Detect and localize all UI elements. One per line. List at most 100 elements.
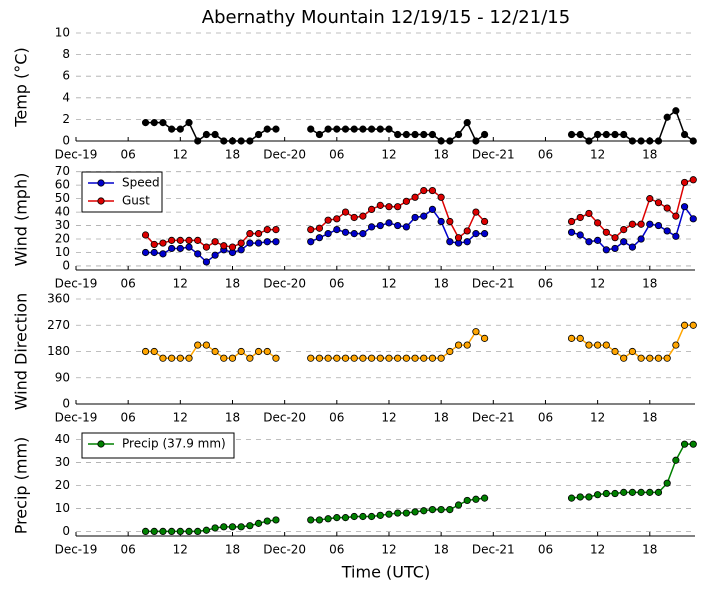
data-point [220,242,228,250]
data-point [402,354,410,362]
data-point [263,238,271,246]
y-tick-label: 8 [62,47,70,61]
data-point [454,234,463,242]
y-tick-label: 30 [55,455,70,469]
data-point [176,527,184,536]
data-point [402,509,410,517]
data-point [324,354,332,362]
data-point [420,212,428,220]
data-point [385,354,393,362]
y-axis-label: Wind Direction [12,293,31,411]
data-point [611,347,619,356]
series-line [145,109,694,143]
data-point [141,231,150,239]
data-point [359,230,367,238]
data-point [211,130,219,139]
x-tick-label: Dec-19 [55,543,98,557]
data-point [228,137,237,145]
y-tick-label: 10 [55,501,70,515]
x-tick-label: Dec-20 [263,148,306,162]
x-tick-label: 06 [329,277,344,291]
data-point [359,212,367,220]
data-point [454,501,463,509]
data-point [628,137,637,145]
data-point [576,334,584,342]
data-point [211,251,219,259]
data-point [254,130,263,139]
data-point [376,125,384,133]
data-point [411,508,419,516]
data-point [446,238,454,246]
data-point [263,347,271,356]
data-point [472,328,480,336]
x-tick-label: 18 [433,277,448,291]
data-point [359,125,367,133]
data-point [428,506,437,514]
data-point [654,221,663,230]
data-point [272,516,280,524]
data-point [481,130,489,139]
y-tick-label: 2 [62,112,70,126]
data-point [446,506,454,514]
data-point [315,354,324,362]
y-tick-label: 0 [62,524,70,538]
x-tick-label: 06 [121,543,136,557]
data-point [220,523,228,531]
data-point [254,519,263,527]
x-tick-label: 06 [329,543,344,557]
data-point [307,354,315,362]
data-point [420,354,428,362]
data-point [689,321,697,329]
data-point [654,137,663,145]
data-point [428,205,437,213]
data-point [341,208,350,216]
data-point [394,203,402,211]
data-point [689,440,697,448]
y-tick-label: 20 [55,232,70,246]
x-tick-label: 12 [173,148,188,162]
data-point [176,125,184,133]
x-tick-label: 18 [225,411,240,425]
data-point [420,507,428,515]
data-point [663,204,671,212]
legend-label: Precip (37.9 mm) [122,437,226,451]
data-point [185,243,193,251]
data-point [394,354,402,362]
data-point [150,347,158,356]
data-point [420,130,428,139]
data-point [333,215,341,223]
data-point [567,228,576,236]
data-point [307,516,315,524]
data-point [228,354,237,362]
chart-title: Abernathy Mountain 12/19/15 - 12/21/15 [202,7,570,28]
data-point [185,527,193,536]
x-tick-label: 12 [590,411,605,425]
y-tick-label: 0 [62,134,70,148]
data-point [359,512,367,521]
data-point [168,527,176,536]
data-point [628,488,637,496]
data-point [307,238,315,246]
data-point [237,246,245,254]
data-point [168,236,176,244]
data-point [168,354,176,362]
legend-marker [97,197,105,205]
data-point [228,523,237,531]
data-point [324,515,332,523]
data-point [376,201,384,209]
data-point [611,489,619,498]
data-point [437,137,445,145]
y-tick-label: 0 [62,397,70,411]
data-point [333,354,341,362]
data-point [350,125,358,133]
data-point [141,347,150,356]
data-point [402,130,410,139]
x-tick-label: 06 [329,411,344,425]
data-point [680,440,689,448]
data-point [672,341,680,349]
data-point [680,321,689,329]
data-point [646,354,654,362]
data-point [367,205,376,213]
data-point [150,240,158,249]
y-axis-label: Precip (mm) [12,437,31,535]
